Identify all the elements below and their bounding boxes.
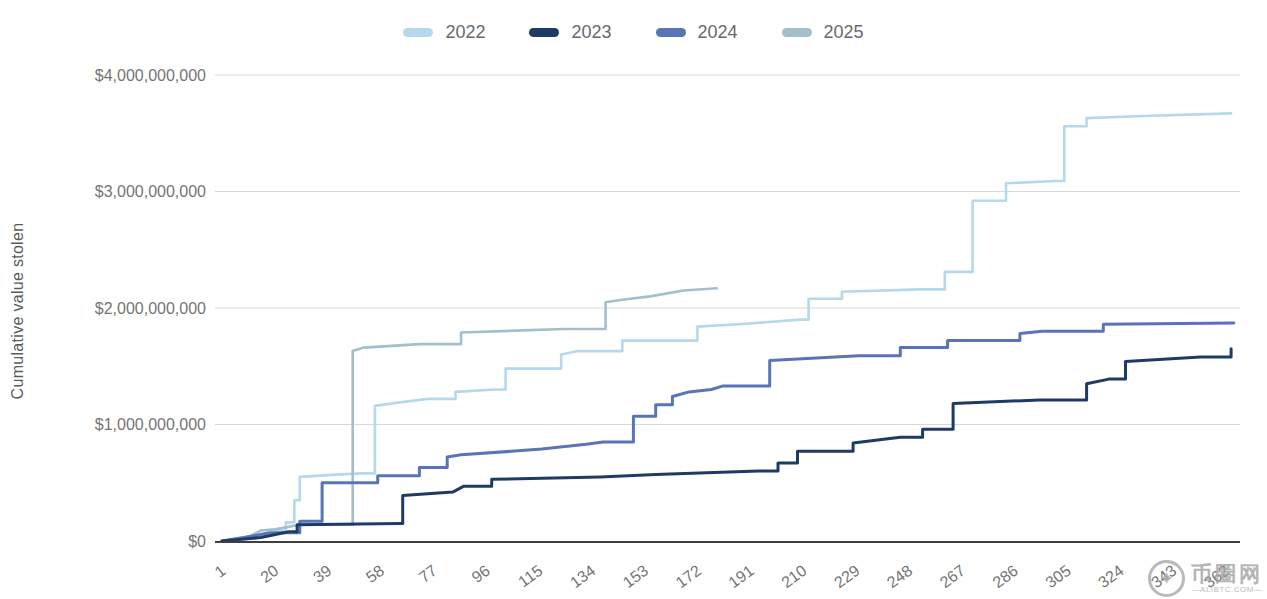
x-tick-label: 267	[937, 562, 969, 592]
cumulative-value-stolen-chart: 2022 2023 2024 2025 Cumulative value sto…	[0, 0, 1267, 599]
x-tick-label: 286	[989, 562, 1021, 592]
x-tick-label: 172	[673, 562, 705, 592]
x-tick-label: 324	[1095, 562, 1127, 592]
x-tick-label: 1	[212, 562, 229, 581]
y-tick-label: $1,000,000,000	[95, 416, 206, 433]
x-tick-labels: 1 20 39 58 77 96 115 134 153 172 191 210 229 248 267 28…	[212, 562, 1233, 592]
x-tick-label: 39	[310, 562, 334, 586]
series-line-2023	[222, 349, 1231, 541]
x-tick-label: 343	[1148, 562, 1180, 592]
x-tick-label: 58	[363, 562, 387, 586]
y-tick-label: $2,000,000,000	[95, 300, 206, 317]
series-line-2022	[222, 113, 1231, 541]
y-tick-label: $4,000,000,000	[95, 67, 206, 84]
x-tick-label: 20	[257, 562, 281, 586]
series-line-2025	[222, 288, 717, 541]
x-tick-label: 96	[468, 562, 492, 586]
x-tick-label: 191	[725, 562, 757, 592]
x-tick-label: 153	[620, 562, 652, 592]
y-tick-label: $3,000,000,000	[95, 183, 206, 200]
x-tick-label: 210	[778, 562, 810, 592]
y-tick-labels: $0 $1,000,000,000 $2,000,000,000 $3,000,000…	[95, 67, 206, 550]
plot-area: $0 $1,000,000,000 $2,000,000,000 $3,000,000…	[0, 0, 1267, 599]
x-tick-label: 248	[884, 562, 916, 592]
x-tick-label: 362	[1201, 562, 1233, 592]
y-tick-label: $0	[188, 533, 206, 550]
x-tick-label: 115	[515, 562, 546, 591]
x-tick-label: 134	[567, 562, 599, 592]
x-tick-label: 77	[416, 562, 440, 586]
x-tick-label: 305	[1042, 562, 1074, 592]
x-tick-label: 229	[831, 562, 863, 592]
